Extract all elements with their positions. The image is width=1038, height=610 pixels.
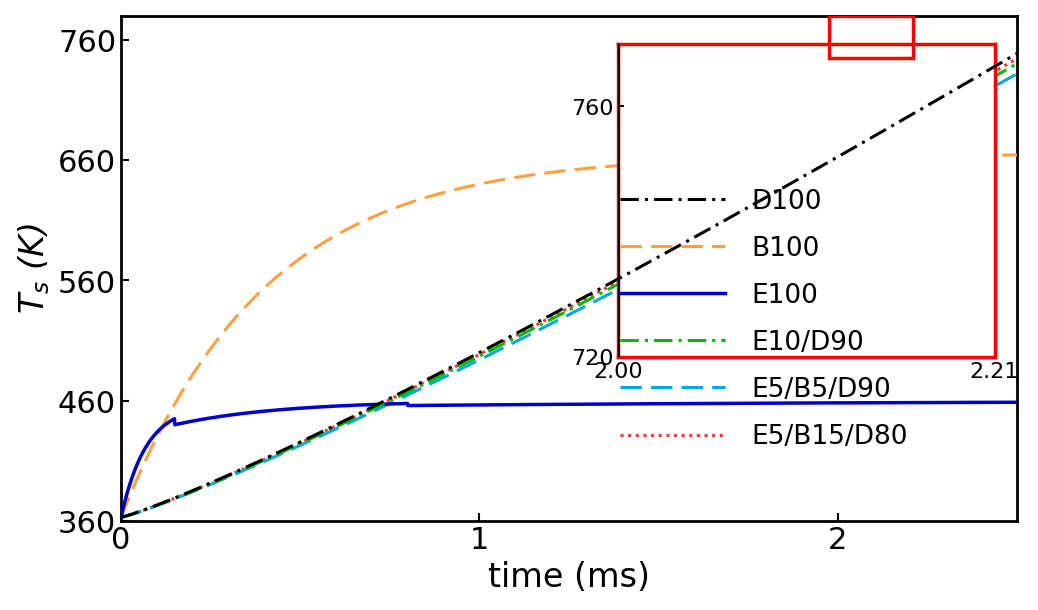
D100 — [459, 357, 471, 364]
Bar — [828, 16, 912, 59]
E5/B5/D90 — [115, 514, 128, 521]
D100 — [115, 514, 128, 521]
E5/B5/D90 — [270, 453, 282, 460]
D100 — [497, 337, 510, 344]
E5/B5/D90 — [497, 345, 510, 352]
E5/B15/D80 — [1011, 56, 1023, 63]
E5/B5/D90 — [217, 476, 229, 483]
B100 — [459, 184, 471, 192]
Line: E5/B15/D80: E5/B15/D80 — [121, 59, 1017, 517]
Y-axis label: $T_s$ (K): $T_s$ (K) — [17, 223, 52, 314]
B100 — [897, 152, 909, 160]
E10/D90 — [993, 71, 1006, 78]
E10/D90 — [459, 361, 471, 368]
D100 — [993, 61, 1006, 68]
E100 — [459, 401, 471, 409]
Line: E10/D90: E10/D90 — [121, 64, 1017, 517]
E100 — [897, 399, 909, 406]
X-axis label: time (ms): time (ms) — [488, 561, 650, 594]
Legend: D100, B100, E100, E10/D90, E5/B5/D90, E5/B15/D80: D100, B100, E100, E10/D90, E5/B5/D90, E5… — [609, 178, 919, 461]
Line: E5/B5/D90: E5/B5/D90 — [121, 74, 1017, 517]
E5/B15/D80 — [270, 450, 282, 458]
B100 — [1011, 152, 1023, 159]
E5/B15/D80 — [497, 339, 510, 346]
B100 — [270, 274, 282, 281]
E5/B5/D90 — [897, 134, 909, 142]
E5/B15/D80 — [217, 475, 229, 482]
E5/B15/D80 — [897, 121, 909, 128]
B100 — [217, 329, 229, 336]
E10/D90 — [897, 125, 909, 132]
E10/D90 — [497, 340, 510, 348]
E5/B5/D90 — [459, 364, 471, 371]
E10/D90 — [270, 451, 282, 459]
E100 — [1011, 399, 1023, 406]
D100 — [270, 450, 282, 457]
D100 — [217, 474, 229, 481]
E10/D90 — [1011, 60, 1023, 68]
D100 — [1011, 51, 1023, 58]
B100 — [993, 152, 1006, 159]
Line: D100: D100 — [121, 54, 1017, 517]
E10/D90 — [115, 514, 128, 521]
E100 — [217, 412, 229, 420]
E5/B15/D80 — [459, 359, 471, 366]
E5/B5/D90 — [993, 81, 1006, 88]
Line: E100: E100 — [121, 403, 1017, 517]
D100 — [897, 117, 909, 124]
B100 — [497, 176, 510, 184]
E100 — [993, 399, 1006, 406]
B100 — [115, 514, 128, 521]
E5/B15/D80 — [993, 66, 1006, 73]
E10/D90 — [217, 475, 229, 482]
E100 — [270, 407, 282, 414]
E100 — [497, 401, 510, 409]
Line: B100: B100 — [121, 156, 1017, 517]
E5/B5/D90 — [1011, 71, 1023, 78]
E100 — [115, 514, 128, 521]
E5/B15/D80 — [115, 514, 128, 521]
